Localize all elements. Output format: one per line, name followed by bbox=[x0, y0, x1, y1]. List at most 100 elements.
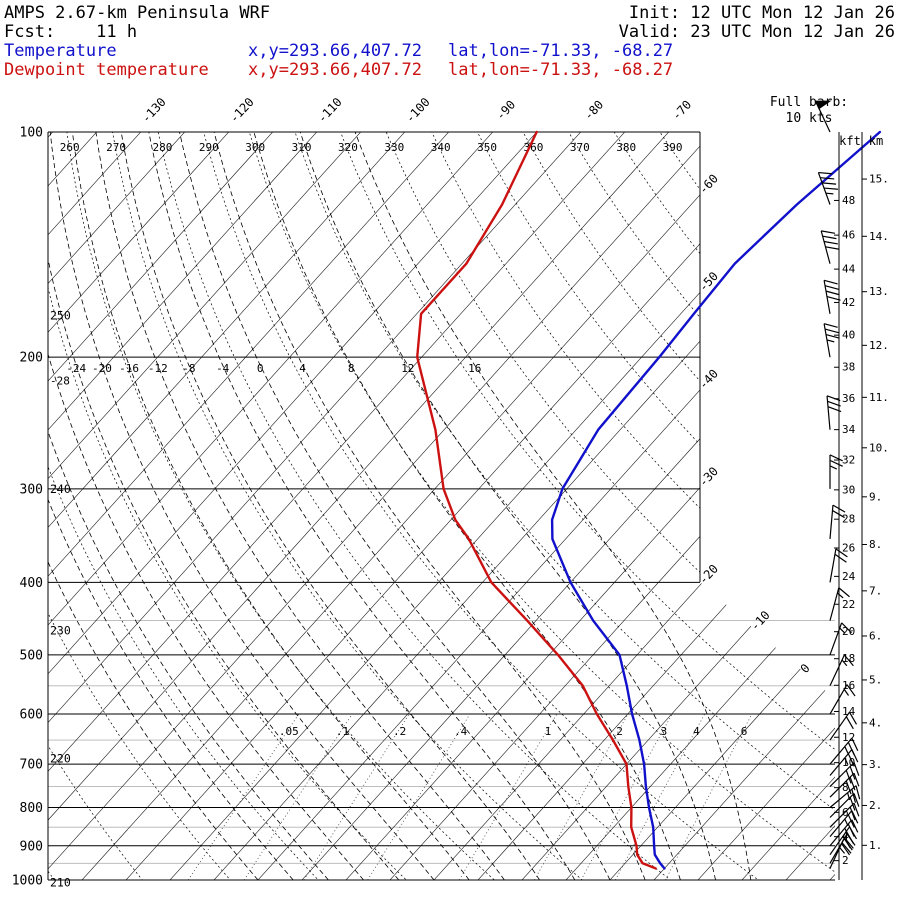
kft-tick-label: 42 bbox=[842, 296, 855, 309]
mixing-ratio-label: 6 bbox=[741, 725, 748, 738]
kft-tick-label: 28 bbox=[842, 513, 855, 526]
km-tick-label: 4. bbox=[869, 716, 882, 729]
theta-label: 310 bbox=[292, 141, 312, 154]
isobars-minor bbox=[48, 620, 835, 864]
isotherm-label: -90 bbox=[493, 98, 518, 123]
mixing-ratio-label: .1 bbox=[336, 725, 349, 738]
kft-tick-label: 2 bbox=[842, 854, 849, 867]
theta-label: 300 bbox=[245, 141, 265, 154]
pressure-label: 1000 bbox=[12, 874, 43, 889]
init-time: Init: 12 UTC Mon 12 Jan 26 bbox=[628, 3, 895, 23]
km-tick-label: 7. bbox=[869, 584, 882, 597]
theta-label: 280 bbox=[152, 141, 172, 154]
moist-adiabat-label: -4 bbox=[216, 362, 230, 375]
km-tick-label: 8. bbox=[869, 538, 882, 551]
kft-tick-label: 32 bbox=[842, 454, 855, 467]
temperature-xy: x,y=293.66,407.72 bbox=[248, 41, 422, 61]
dewpoint-curve bbox=[416, 130, 657, 870]
pressure-label: 300 bbox=[20, 482, 43, 497]
isotherm-label: -80 bbox=[581, 98, 606, 123]
moist-adiabat-label: 8 bbox=[348, 362, 355, 375]
km-tick-label: 5. bbox=[869, 673, 882, 686]
km-tick-label: 11. bbox=[869, 391, 889, 404]
moist-adiabat-label: 4 bbox=[299, 362, 306, 375]
dewpoint-xy: x,y=293.66,407.72 bbox=[248, 60, 422, 80]
isotherm-label: -110 bbox=[315, 95, 345, 126]
km-tick-label: 2. bbox=[869, 799, 882, 812]
km-tick-label: 9. bbox=[869, 490, 882, 503]
mixing-ratio-label: 4 bbox=[693, 725, 700, 738]
dry-adiabats bbox=[48, 132, 835, 880]
wind-barbs bbox=[814, 100, 861, 869]
theta-label: 330 bbox=[384, 141, 404, 154]
km-tick-label: 13. bbox=[869, 285, 889, 298]
kft-tick-label: 48 bbox=[842, 194, 855, 207]
moist-adiabats bbox=[48, 132, 752, 880]
kft-axis-label: kft bbox=[839, 134, 861, 148]
pressure-label: 100 bbox=[20, 126, 43, 141]
kft-tick-label: 38 bbox=[842, 361, 855, 374]
moist-adiabat-label: -16 bbox=[119, 362, 139, 375]
theta-label: 340 bbox=[431, 141, 451, 154]
temperature-latlon: lat,lon=-71.33, -68.27 bbox=[448, 41, 674, 61]
theta-label: 320 bbox=[338, 141, 358, 154]
theta-label: 260 bbox=[60, 141, 80, 154]
kft-tick-label: 8 bbox=[842, 781, 849, 794]
temperature-curve bbox=[550, 130, 882, 870]
dewpoint-latlon: lat,lon=-71.33, -68.27 bbox=[448, 60, 674, 80]
km-tick-label: 14. bbox=[869, 230, 889, 243]
pressure-label: 400 bbox=[20, 576, 43, 591]
moist-adiabat-label: 12 bbox=[401, 362, 414, 375]
km-tick-label: 6. bbox=[869, 629, 882, 642]
kft-tick-label: 40 bbox=[842, 329, 855, 342]
pressure-label: 500 bbox=[20, 648, 43, 663]
theta-label: 390 bbox=[663, 141, 683, 154]
theta-label: 240 bbox=[50, 482, 71, 496]
pressure-label: 900 bbox=[20, 839, 43, 854]
dewpoint-legend-label: Dewpoint temperature bbox=[4, 60, 209, 80]
pressure-label: 600 bbox=[20, 708, 43, 723]
valid-time: Valid: 23 UTC Mon 12 Jan 26 bbox=[618, 22, 895, 42]
isotherm-label: -10 bbox=[748, 608, 773, 633]
theta-label: 230 bbox=[50, 624, 71, 638]
theta-label: 270 bbox=[106, 141, 126, 154]
mixing-ratio-label: .05 bbox=[279, 725, 299, 738]
pressure-label: 200 bbox=[20, 351, 43, 366]
mixing-ratio-label: 3 bbox=[661, 725, 668, 738]
theta-label: 350 bbox=[477, 141, 497, 154]
theta-label: 220 bbox=[50, 752, 71, 766]
km-tick-label: 10. bbox=[869, 441, 889, 454]
km-tick-label: 15. bbox=[869, 173, 889, 186]
theta-label: 290 bbox=[199, 141, 219, 154]
theta-label: 210 bbox=[50, 876, 71, 890]
isotherm-label: -120 bbox=[227, 95, 257, 126]
kft-tick-label: 14 bbox=[842, 705, 856, 718]
theta-label: 250 bbox=[50, 309, 71, 323]
moist-adiabat-label: -28 bbox=[50, 375, 70, 388]
kft-tick-label: 44 bbox=[842, 263, 856, 276]
mixing-ratio-lines bbox=[187, 713, 753, 880]
forecast-hour: Fcst: 11 h bbox=[4, 22, 138, 42]
kft-tick-label: 30 bbox=[842, 483, 855, 496]
moist-adiabat-label: -20 bbox=[92, 362, 112, 375]
skewt-grid bbox=[48, 132, 835, 880]
kft-tick-label: 24 bbox=[842, 570, 856, 583]
isotherm-label: -130 bbox=[139, 95, 169, 126]
km-tick-label: 12. bbox=[869, 339, 889, 352]
theta-label: 380 bbox=[616, 141, 636, 154]
moist-adiabat-label: -24 bbox=[66, 362, 86, 375]
km-tick-label: 3. bbox=[869, 758, 882, 771]
mixing-ratio-label: .4 bbox=[454, 725, 468, 738]
isotherm-label: -100 bbox=[403, 95, 433, 126]
theta-label: 370 bbox=[570, 141, 590, 154]
kft-tick-label: 20 bbox=[842, 625, 855, 638]
kft-tick-label: 46 bbox=[842, 229, 855, 242]
km-tick-label: 1. bbox=[869, 839, 882, 852]
kft-tick-label: 18 bbox=[842, 652, 855, 665]
height-axis: kftkm24681012141618202224262830323436384… bbox=[834, 132, 889, 880]
moist-adiabat-label: 16 bbox=[468, 362, 481, 375]
isotherm-label: 0 bbox=[798, 661, 813, 676]
moist-adiabat-label: 0 bbox=[257, 362, 264, 375]
